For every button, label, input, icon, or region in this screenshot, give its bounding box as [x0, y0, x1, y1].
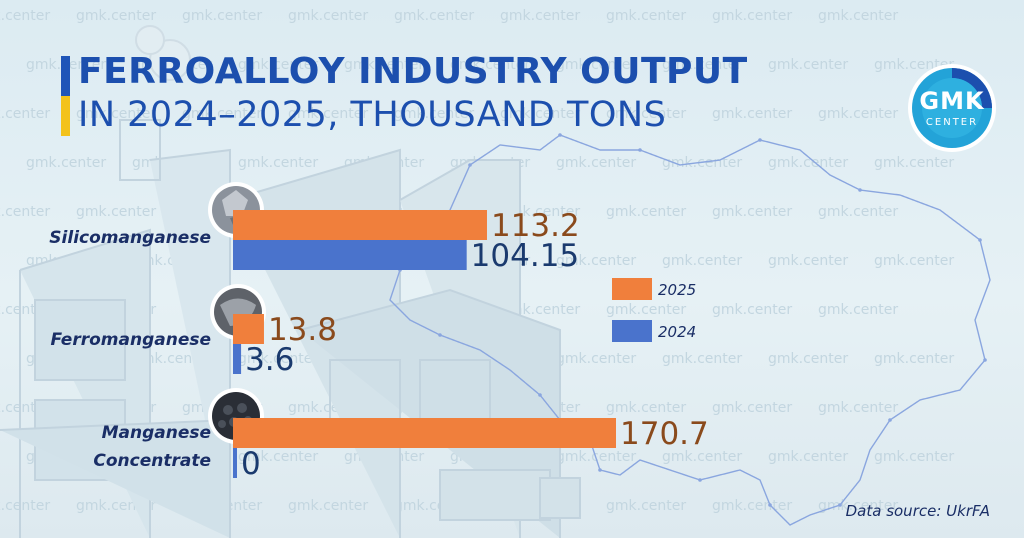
category-label-ferromanganese: Ferromanganese — [51, 330, 211, 350]
value-label-silicomanganese-2025: 113.2 — [491, 208, 580, 244]
watermark-text: gmk.center — [818, 302, 899, 318]
watermark-text: gmk.center — [344, 57, 425, 73]
watermark-text: gmk.center — [818, 8, 899, 24]
watermark-text: gmk.center — [818, 498, 899, 514]
watermark-text: gmk.center — [712, 400, 793, 416]
watermark-text: gmk.center — [662, 449, 743, 465]
category-label-manganese-concentrate-line1: Manganese — [102, 423, 211, 443]
watermark-text: gmk.center — [818, 400, 899, 416]
watermark-text: gmk.center — [394, 106, 475, 122]
watermark-text: gmk.center — [0, 106, 51, 122]
watermark-text: gmk.center — [238, 155, 319, 171]
watermark-text: gmk.center — [712, 498, 793, 514]
value-label-manganese-concentrate-2024: 0 — [241, 446, 261, 482]
legend-swatch-2024 — [612, 320, 652, 342]
watermark-text: gmk.center — [662, 253, 743, 269]
watermark-text: gmk.center — [556, 155, 637, 171]
watermark-text: gmk.center — [238, 449, 319, 465]
watermark-text: gmk.center — [0, 498, 51, 514]
watermark-text: gmk.center — [768, 253, 849, 269]
watermark-text: gmk.center — [712, 302, 793, 318]
gmk-center-logo: GMK CENTER — [905, 61, 999, 155]
legend-swatch-2025 — [612, 278, 652, 300]
legend-label-2024: 2024 — [658, 323, 696, 341]
bar-manganese-concentrate-2025 — [233, 418, 616, 448]
watermark-text: gmk.center — [556, 351, 637, 367]
watermark-text: gmk.center — [662, 351, 743, 367]
watermark-text: gmk.center — [556, 253, 637, 269]
watermark-text: gmk.center — [288, 8, 369, 24]
bar-silicomanganese-2025 — [233, 210, 487, 240]
title-accent-bar — [61, 56, 70, 136]
watermark-text: gmk.center — [606, 400, 687, 416]
chart-title: FERROALLOY INDUSTRY OUTPUT — [78, 51, 748, 92]
bar-ferromanganese-2024 — [233, 344, 242, 374]
watermark-text: gmk.center — [500, 106, 581, 122]
watermark-text: gmk.center — [768, 155, 849, 171]
ukraine-map-outline — [389, 133, 991, 526]
watermark-text: gmk.center — [768, 351, 849, 367]
watermark-text: gmk.center — [874, 449, 955, 465]
watermark-text: gmk.center — [238, 351, 319, 367]
watermark-text: gmk.center — [182, 8, 263, 24]
watermark-text: gmk.center — [712, 204, 793, 220]
watermark-text: gmk.center — [874, 155, 955, 171]
watermark-text: gmk.center — [394, 8, 475, 24]
watermark-text: gmk.center — [0, 8, 51, 24]
value-label-silicomanganese-2024: 104.15 — [471, 238, 579, 274]
watermark-text: gmk.center — [818, 204, 899, 220]
watermark-text: gmk.center — [556, 57, 637, 73]
value-label-ferromanganese-2024: 3.6 — [245, 342, 294, 378]
watermark-text: gmk.center — [874, 351, 955, 367]
watermark-text: gmk.center — [662, 57, 743, 73]
value-label-manganese-concentrate-2025: 170.7 — [620, 416, 709, 452]
watermark-text: gmk.center — [288, 106, 369, 122]
watermark-text: gmk.center — [450, 57, 531, 73]
watermark-text: gmk.center — [712, 8, 793, 24]
watermark-text: gmk.center — [874, 253, 955, 269]
watermark-text: gmk.center — [238, 57, 319, 73]
watermark-text: gmk.center — [182, 106, 263, 122]
watermark-text: gmk.center — [818, 106, 899, 122]
watermark-text: gmk.center — [606, 8, 687, 24]
watermark-text: gmk.center — [606, 302, 687, 318]
category-label-manganese-concentrate-line2: Concentrate — [93, 451, 211, 471]
data-source-note: Data source: UkrFA — [845, 502, 990, 520]
watermark-text: gmk.center — [606, 106, 687, 122]
category-label-silicomanganese: Silicomanganese — [49, 228, 211, 248]
watermark-text: gmk.center — [712, 106, 793, 122]
watermark-text: gmk.center — [76, 204, 157, 220]
watermark-text: gmk.center — [768, 57, 849, 73]
bar-silicomanganese-2024 — [233, 240, 467, 270]
watermark-text: gmk.center — [76, 8, 157, 24]
chart-legend: 2025 2024 — [612, 278, 696, 342]
watermark-text: gmk.center — [606, 498, 687, 514]
watermark-text: gmk.center — [0, 204, 51, 220]
watermark-text: gmk.center — [26, 155, 107, 171]
watermark-text: gmk.center — [500, 8, 581, 24]
watermark-text: gmk.center — [76, 106, 157, 122]
chart-subtitle: IN 2024–2025, THOUSAND TONS — [78, 95, 667, 135]
bar-ferromanganese-2025 — [233, 314, 264, 344]
watermark-text: gmk.center — [288, 498, 369, 514]
bar-manganese-concentrate-2024 — [233, 448, 237, 478]
watermark-text: gmk.center — [768, 449, 849, 465]
value-label-ferromanganese-2025: 13.8 — [268, 312, 337, 348]
legend-label-2025: 2025 — [658, 281, 696, 299]
watermark-text: gmk.center — [606, 204, 687, 220]
